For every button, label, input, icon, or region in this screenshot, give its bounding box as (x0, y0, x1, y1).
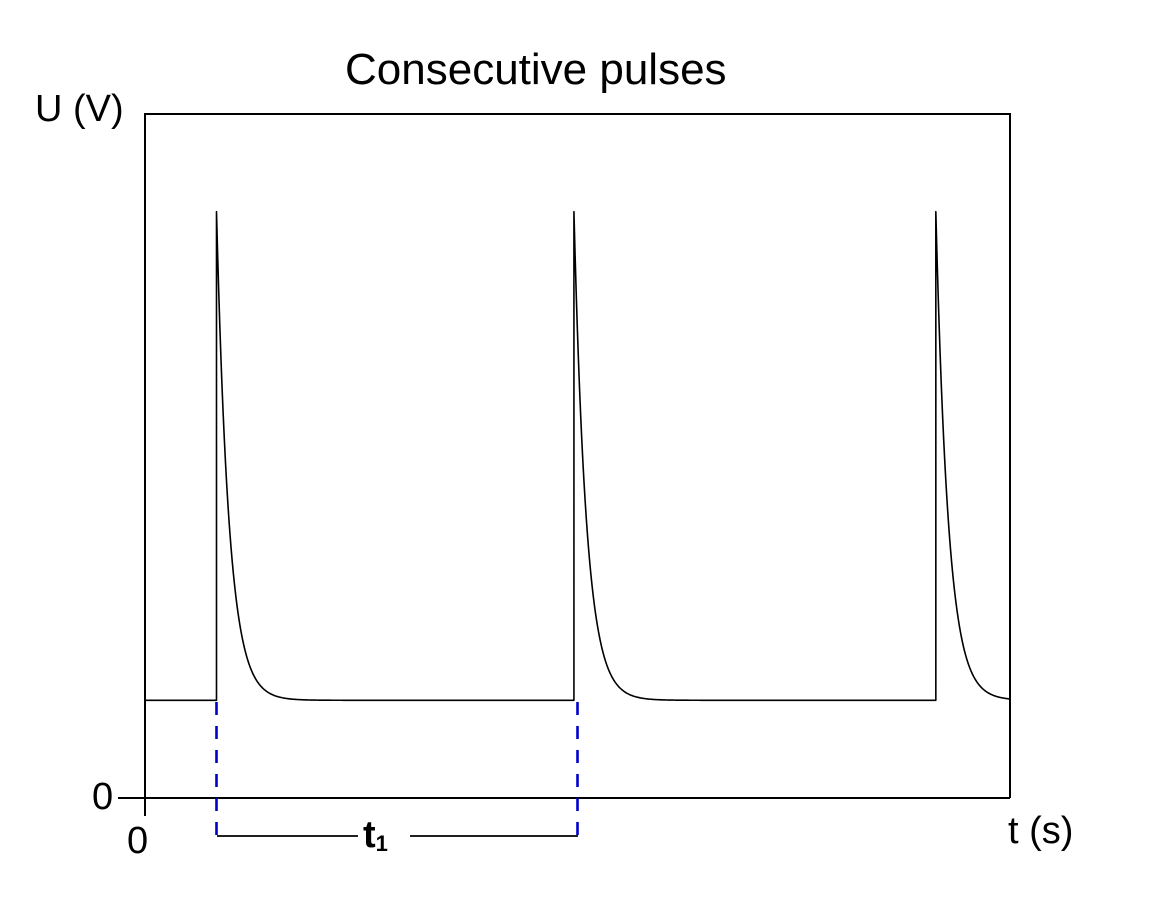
chart-title: Consecutive pulses (345, 45, 727, 94)
y-origin-tick-label: 0 (92, 776, 114, 818)
plot-frame (144, 113, 1011, 798)
t1-interval-label-base: t (363, 814, 376, 856)
pulse-waveform (144, 210, 1011, 702)
t1-interval-label: t1 (363, 816, 388, 855)
x-axis-label: t (s) (1008, 810, 1074, 852)
t1-interval-label-subscript: 1 (375, 830, 388, 856)
x-origin-tick-label: 0 (127, 820, 149, 862)
y-axis-label: U (V) (35, 88, 124, 130)
